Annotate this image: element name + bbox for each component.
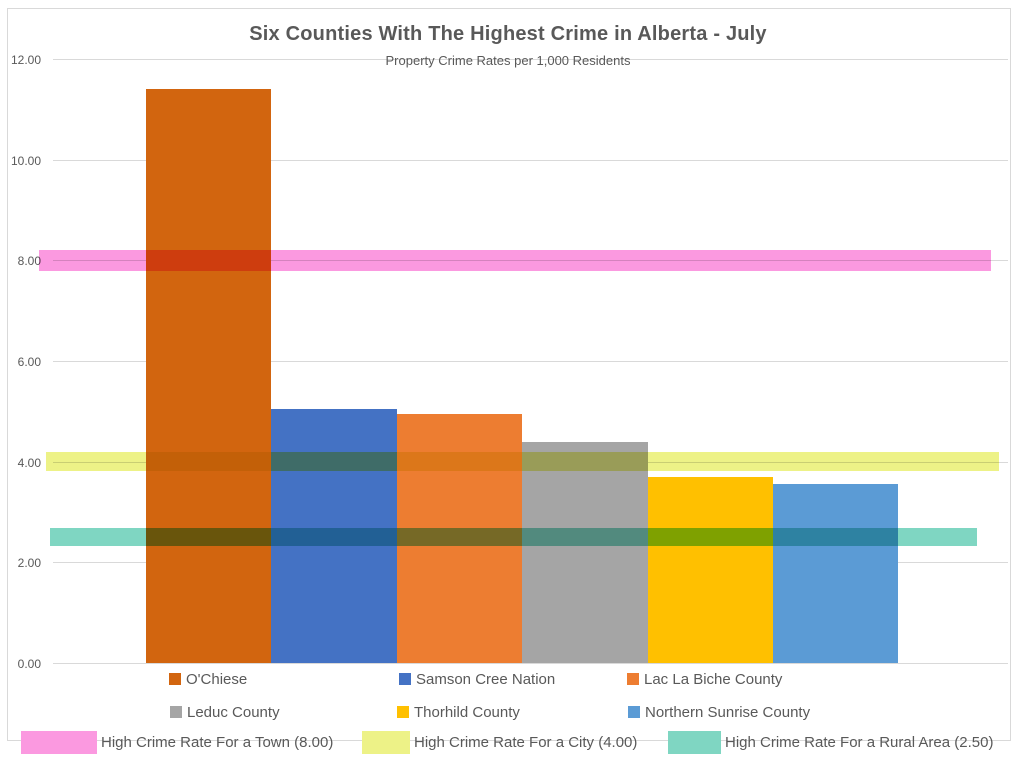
- y-axis-label: 0.00: [17, 657, 41, 671]
- legend-item-band-8: High Crime Rate For a Town (8.00): [21, 731, 333, 754]
- chart-title: Six Counties With The Highest Crime in A…: [249, 23, 767, 45]
- legend-band-label: High Crime Rate For a City (4.00): [414, 734, 638, 751]
- legend-swatch-icon: [627, 673, 639, 685]
- gridline-10.00: [53, 159, 1008, 161]
- legend-label: Samson Cree Nation: [416, 670, 556, 688]
- legend-band-label: High Crime Rate For a Rural Area (2.50): [725, 734, 994, 751]
- y-axis-label: 12.00: [10, 53, 41, 67]
- legend-item-lac-la-biche-county: Lac La Biche County: [627, 670, 783, 688]
- y-axis-label: 8.00: [17, 254, 41, 269]
- threshold-band-4: [46, 452, 999, 472]
- legend-band-swatch-icon: [362, 731, 410, 754]
- legend-item-band-2.5: High Crime Rate For a Rural Area (2.50): [668, 731, 993, 754]
- y-axis-label: 4.00: [17, 455, 41, 470]
- bar-thorhild-county: [647, 476, 773, 663]
- gridline-0.00: [53, 663, 1008, 664]
- y-axis-label: 6.00: [17, 355, 41, 369]
- bar-leduc-county: [522, 441, 648, 663]
- legend-item-leduc-county: Leduc County: [170, 703, 280, 721]
- y-axis-label: 10.00: [10, 153, 41, 168]
- legend-swatch-icon: [170, 706, 182, 718]
- legend-swatch-icon: [169, 673, 181, 685]
- legend-item-band-4: High Crime Rate For a City (4.00): [362, 731, 637, 754]
- y-axis-label: 2.00: [17, 556, 41, 571]
- bar-northern-sunrise-county: [773, 484, 899, 663]
- threshold-band-8: [39, 249, 991, 271]
- gridline-12.00: [53, 59, 1008, 60]
- legend-label: Leduc County: [187, 703, 280, 721]
- legend-swatch-icon: [628, 706, 640, 718]
- legend-label: Thorhild County: [414, 703, 520, 721]
- legend-band-label: High Crime Rate For a Town (8.00): [101, 734, 334, 751]
- chart-subtitle: Property Crime Rates per 1,000 Residents: [385, 53, 631, 68]
- legend-label: Lac La Biche County: [644, 670, 783, 688]
- legend-swatch-icon: [399, 673, 411, 685]
- legend-item-thorhild-county: Thorhild County: [397, 703, 520, 721]
- legend-band-swatch-icon: [668, 731, 721, 754]
- legend-label: O'Chiese: [186, 670, 248, 688]
- bar-o-chiese: [146, 89, 272, 663]
- legend-item-northern-sunrise-county: Northern Sunrise County: [628, 703, 811, 721]
- legend-band-swatch-icon: [21, 731, 97, 754]
- gridline-6.00: [53, 361, 1008, 362]
- legend-item-samson-cree-nation: Samson Cree Nation: [399, 670, 556, 688]
- legend-swatch-icon: [397, 706, 409, 718]
- chart-area-border: [7, 8, 1011, 741]
- legend-item-o-chiese: O'Chiese: [169, 670, 248, 688]
- threshold-band-2.5: [50, 528, 977, 547]
- legend-label: Northern Sunrise County: [645, 703, 811, 721]
